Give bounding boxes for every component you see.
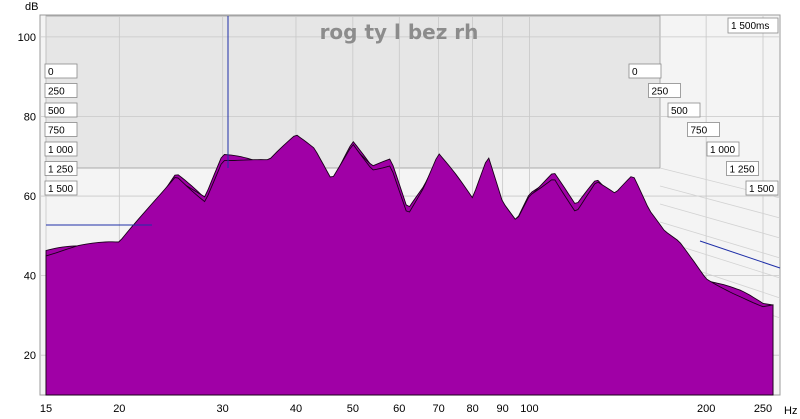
time-slice-tag-text: 750 — [48, 126, 65, 137]
chart-title: rog ty l bez rh — [320, 20, 479, 44]
time-slice-tag-right: 500 — [667, 102, 701, 118]
time-label-top: 1 500ms — [727, 17, 779, 34]
waterfall-slices — [45, 134, 774, 396]
y-axis-unit: dB — [25, 1, 38, 13]
y-tick-label: 60 — [24, 191, 36, 203]
time-slice-tag-text: 500 — [671, 106, 688, 117]
time-slice-tag-text: 0 — [632, 67, 638, 78]
time-slice-tag-text: 250 — [652, 87, 669, 98]
x-axis-unit: Hz — [784, 405, 797, 417]
time-slice-tag-text: 750 — [691, 126, 708, 137]
cursor-horizontal-right — [699, 240, 781, 269]
y-axis: dB 20 40 60 80 100 — [18, 1, 39, 362]
time-slice-tag-left: 0 — [44, 63, 78, 79]
x-tick-label: 30 — [217, 403, 229, 415]
x-axis: Hz 15 20 30 40 50 60 70 80 90 100 200 250 — [40, 403, 798, 417]
time-slice-tag-left: 750 — [44, 122, 78, 137]
time-slice-tag-left: 250 — [44, 83, 78, 98]
time-slice-tag-left: 1 500 — [44, 180, 78, 196]
time-slice-tag-left: 1 250 — [44, 161, 78, 176]
y-tick-label: 20 — [24, 350, 36, 362]
time-slice-tag-left: 1 000 — [44, 141, 78, 157]
x-tick-label: 50 — [347, 403, 359, 415]
time-slice-tag-text: 250 — [48, 87, 65, 98]
x-tick-label: 200 — [697, 403, 715, 415]
x-tick-label: 70 — [432, 403, 444, 415]
time-slice-tag-text: 1 250 — [730, 165, 755, 176]
time-slice-tag-text: 0 — [48, 67, 54, 78]
time-label-top-text: 1 500ms — [731, 21, 769, 32]
time-slice-tag-text: 1 000 — [710, 145, 735, 156]
x-tick-label: 100 — [520, 403, 538, 415]
y-tick-label: 80 — [24, 111, 36, 123]
x-tick-label: 250 — [754, 403, 772, 415]
time-slice-tag-right: 1 000 — [706, 141, 740, 157]
time-slice-tag-text: 500 — [48, 106, 65, 117]
x-tick-label: 80 — [466, 403, 478, 415]
time-slice-tag-text: 1 500 — [749, 184, 774, 195]
time-slice-tag-right: 0 — [628, 63, 662, 79]
decay-slice — [45, 134, 774, 396]
x-tick-label: 90 — [497, 403, 509, 415]
time-slice-tag-right: 1 250 — [726, 161, 759, 176]
y-tick-label: 100 — [18, 32, 36, 44]
time-slice-tag-text: 1 500 — [48, 184, 73, 195]
x-tick-label: 20 — [113, 403, 125, 415]
time-slice-tag-left: 500 — [44, 102, 78, 118]
time-slice-tag-text: 1 000 — [48, 145, 73, 156]
y-tick-label: 40 — [24, 271, 36, 283]
time-slice-tag-right: 1 500 — [745, 180, 779, 196]
cursor-lines — [46, 16, 781, 269]
depth-gridline — [659, 203, 781, 239]
time-slice-tags-left: 0 250 500 750 1 000 1 250 1 500 — [44, 63, 78, 196]
depth-gridline — [659, 185, 781, 219]
x-tick-label: 40 — [290, 403, 302, 415]
time-slice-tag-right: 250 — [648, 83, 681, 98]
time-slice-tag-text: 1 250 — [48, 165, 73, 176]
time-slice-tag-right: 750 — [687, 122, 720, 137]
x-tick-label: 60 — [393, 403, 405, 415]
depth-gridline — [659, 221, 781, 259]
x-tick-label: 15 — [40, 403, 52, 415]
